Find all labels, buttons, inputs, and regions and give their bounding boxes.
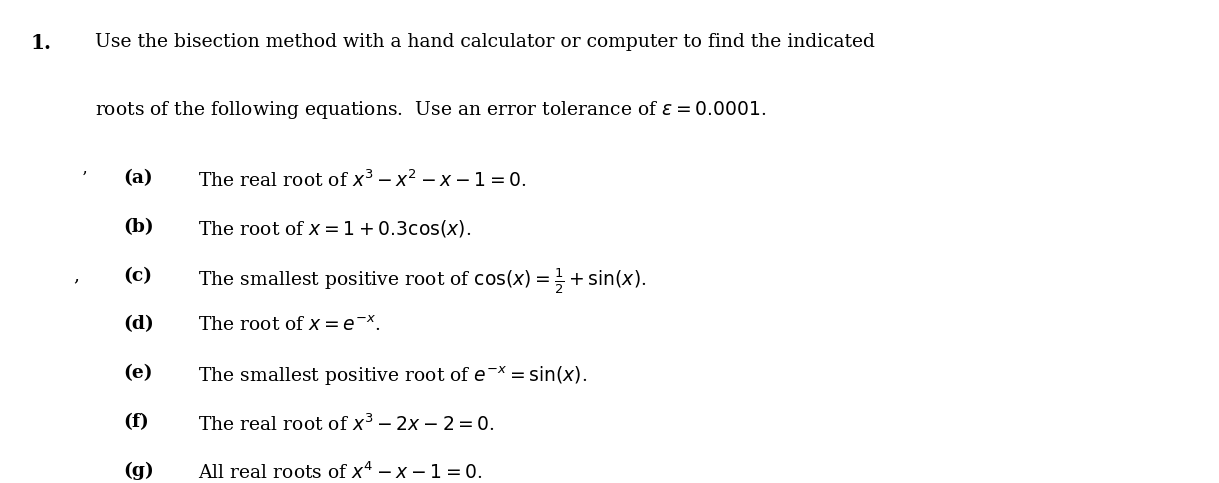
Text: The smallest positive root of $e^{-x} = \sin(x)$.: The smallest positive root of $e^{-x} = … <box>197 364 588 388</box>
Text: (b): (b) <box>123 218 154 236</box>
Text: The real root of $x^3 - x^2 - x - 1 = 0$.: The real root of $x^3 - x^2 - x - 1 = 0$… <box>197 170 527 191</box>
Text: (a): (a) <box>123 170 152 187</box>
Text: (d): (d) <box>123 315 154 334</box>
Text: (g): (g) <box>123 462 154 480</box>
Text: Use the bisection method with a hand calculator or computer to find the indicate: Use the bisection method with a hand cal… <box>95 33 875 51</box>
Text: ’: ’ <box>82 170 87 186</box>
Text: 1.: 1. <box>30 33 51 53</box>
Text: (f): (f) <box>123 413 149 431</box>
Text: All real roots of $x^4 - x - 1 = 0$.: All real roots of $x^4 - x - 1 = 0$. <box>197 462 483 483</box>
Text: The smallest positive root of $\cos(x) = \frac{1}{2} + \sin(x)$.: The smallest positive root of $\cos(x) =… <box>197 267 646 296</box>
Text: roots of the following equations.  Use an error tolerance of $\epsilon = 0.0001$: roots of the following equations. Use an… <box>95 99 767 121</box>
Text: The root of $x = 1 + 0.3\cos(x)$.: The root of $x = 1 + 0.3\cos(x)$. <box>197 218 471 239</box>
Text: The root of $x = e^{-x}$.: The root of $x = e^{-x}$. <box>197 315 380 335</box>
Text: (e): (e) <box>123 364 152 383</box>
Text: The real root of $x^3 - 2x - 2 = 0$.: The real root of $x^3 - 2x - 2 = 0$. <box>197 413 495 435</box>
Text: (c): (c) <box>123 267 152 285</box>
Text: ,: , <box>73 267 79 285</box>
